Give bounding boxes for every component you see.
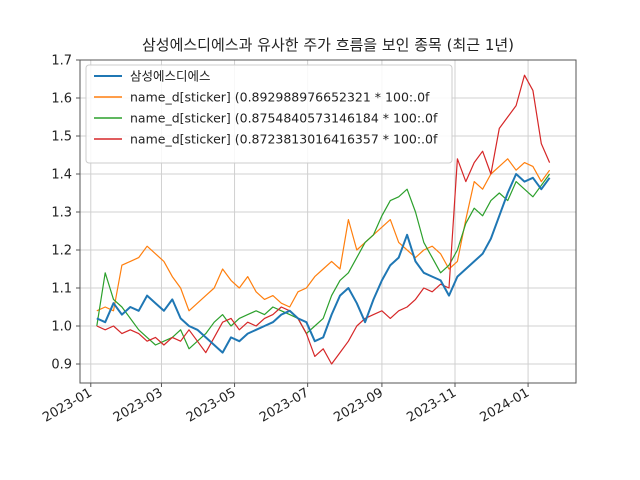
legend-box (85, 64, 453, 164)
y-tick-label: 1.0 (51, 320, 72, 335)
legend-label: name_d[sticker] (0.8723813016416357 * 10… (130, 132, 438, 147)
legend-label: name_d[sticker] (0.8754840573146184 * 10… (130, 111, 438, 126)
legend-label: 삼성에스디에스 (130, 69, 211, 84)
y-tick-label: 1.4 (51, 168, 72, 183)
legend-label: name_d[sticker] (0.892988976652321 * 100… (130, 90, 430, 105)
y-tick-label: 1.3 (51, 206, 72, 221)
series-line-1 (96, 158, 551, 312)
y-tick-label: 1.1 (51, 282, 72, 297)
legend: 삼성에스디에스 name_d[sticker] (0.89298897665232… (85, 64, 453, 164)
y-tick-label: 1.7 (51, 54, 72, 69)
chart-title: 삼성에스디에스과 유사한 주가 흐름을 보인 종목 (최근 1년) (142, 36, 514, 54)
y-axis: 0.9 1.0 1.1 1.2 1.3 1.4 1.5 1.6 1.7 (51, 54, 80, 373)
series-line-3 (96, 74, 551, 365)
y-tick-label: 0.9 (51, 358, 72, 373)
y-tick-label: 1.2 (51, 244, 72, 259)
series-line-0 (96, 173, 551, 354)
y-tick-label: 1.5 (51, 130, 72, 145)
y-tick-label: 1.6 (51, 92, 72, 107)
plot-frame (79, 59, 577, 384)
series-layer (96, 74, 551, 365)
